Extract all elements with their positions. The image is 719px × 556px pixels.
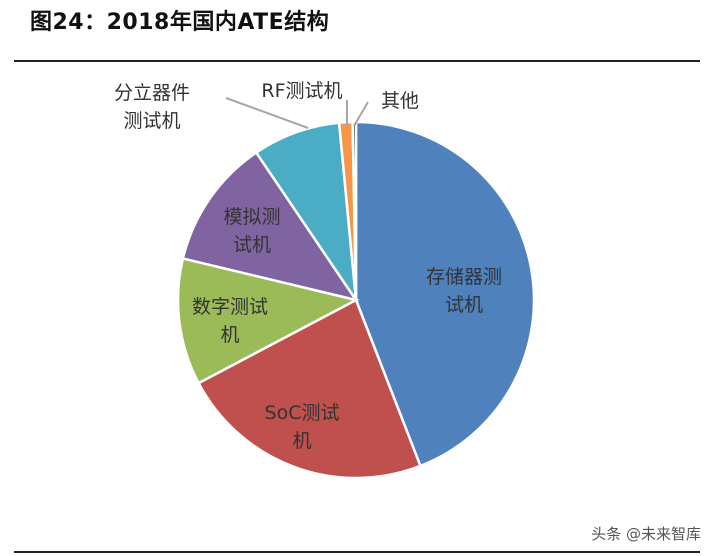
slice-label-line: RF测试机 [261,80,342,102]
slice-label-line: 机 [292,430,311,452]
slice-label-3: 数字测试机 [192,296,268,346]
slice-label-line: 其他 [381,90,419,112]
pie-slice-2 [196,298,423,480]
slice-label-line: 数字测试 [192,296,268,318]
slice-label-5: 分立器件测试机 [114,82,190,132]
slice-label-7: 其他 [381,90,419,112]
slice-label-2: SoC测试机 [265,402,340,452]
slice-label-line: 试机 [445,294,483,316]
slice-label-line: 测试机 [123,110,180,132]
chart-title: 2018年国内ATE结构 [106,10,330,35]
bottom-rule [14,551,700,553]
pie-slice-5 [254,121,358,301]
watermark: 头条 @未来智库 [591,525,701,543]
slice-label-line: 试机 [233,234,271,256]
figure-title: 图24：2018年国内ATE结构 [30,4,329,36]
pie-slice-1 [354,120,536,468]
slice-label-line: 分立器件 [114,82,190,104]
leader-line-5 [225,97,309,129]
slice-label-4: 模拟测试机 [223,206,280,256]
leader-lines [225,97,369,129]
slice-label-line: 存储器测 [426,266,502,288]
figure-label: 图24： [30,10,107,35]
slice-label-1: 存储器测试机 [426,266,502,316]
leader-line-7 [353,101,369,127]
slice-label-line: SoC测试 [265,402,340,424]
slice-label-6: RF测试机 [261,80,342,102]
slice-label-line: 机 [220,324,239,346]
top-rule [14,60,700,62]
slice-label-line: 模拟测 [223,206,280,228]
pie-slice-4 [181,150,359,302]
